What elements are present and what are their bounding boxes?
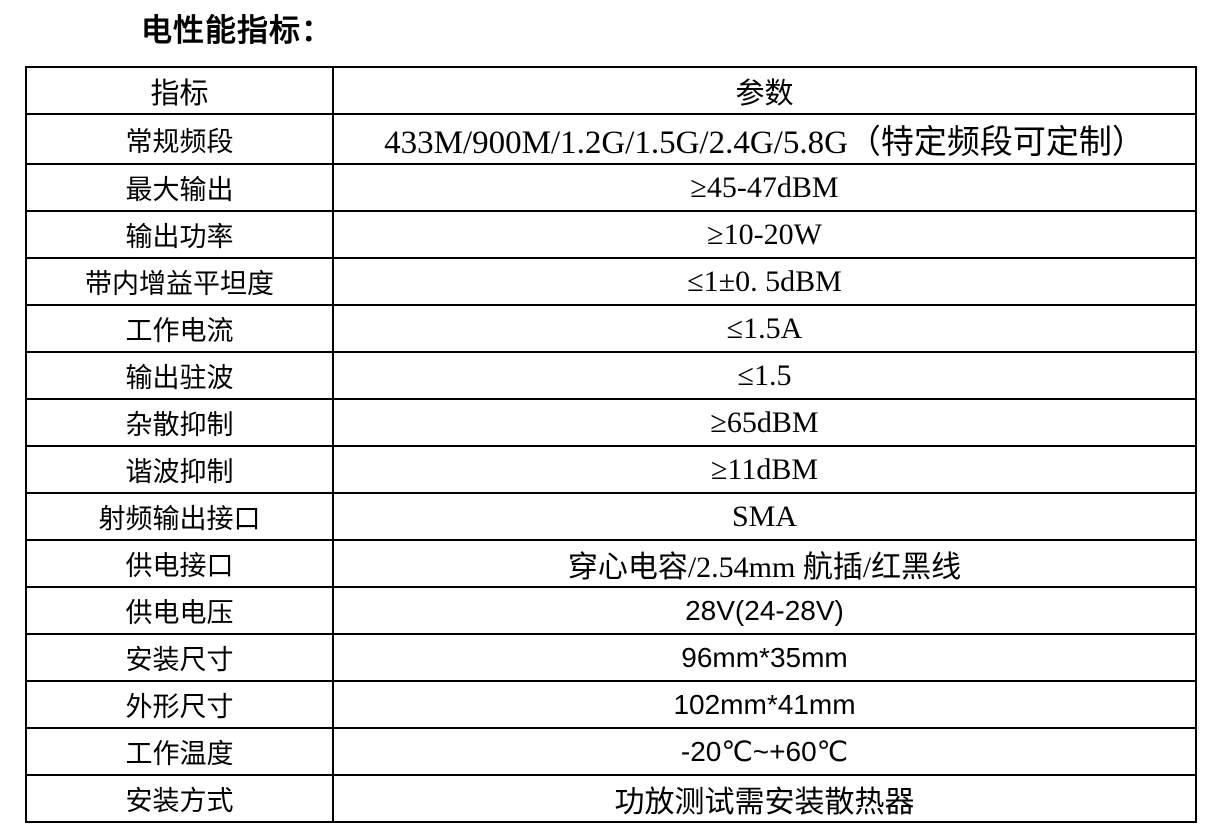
spec-value-working-current: ≤1.5A (332, 304, 1197, 353)
table-row: 射频输出接口 SMA (25, 492, 1197, 541)
table-row: 带内增益平坦度 ≤1±0. 5dBM (25, 257, 1197, 306)
spec-value-gain-flatness: ≤1±0. 5dBM (332, 257, 1197, 306)
table-row: 最大输出 ≥45-47dBM (25, 163, 1197, 212)
table-row: 安装方式 功放测试需安装散热器 (25, 774, 1197, 823)
spec-label-freq-band: 常规频段 (25, 113, 334, 165)
table-row: 常规频段 433M/900M/1.2G/1.5G/2.4G/5.8G（特定频段可… (25, 113, 1197, 165)
spec-value-mounting-size: 96mm*35mm (332, 633, 1197, 682)
spec-value-harmonic-suppression: ≥11dBM (332, 445, 1197, 494)
spec-label-output-vswr: 输出驻波 (25, 351, 334, 400)
spec-label-harmonic-suppression: 谐波抑制 (25, 445, 334, 494)
table-row: 输出功率 ≥10-20W (25, 210, 1197, 259)
spec-value-working-temperature: -20℃~+60℃ (332, 727, 1197, 776)
spec-label-outline-size: 外形尺寸 (25, 680, 334, 729)
spec-value-rf-output-port: SMA (332, 492, 1197, 541)
spec-value-installation-method: 功放测试需安装散热器 (332, 774, 1197, 823)
spec-label-installation-method: 安装方式 (25, 774, 334, 823)
spec-value-output-vswr: ≤1.5 (332, 351, 1197, 400)
table-row: 杂散抑制 ≥65dBM (25, 398, 1197, 447)
table-row: 安装尺寸 96mm*35mm (25, 633, 1197, 682)
table-row: 供电接口 穿心电容/2.54mm 航插/红黑线 (25, 539, 1197, 588)
spec-label-rf-output-port: 射频输出接口 (25, 492, 334, 541)
spec-table: 指标 参数 常规频段 433M/900M/1.2G/1.5G/2.4G/5.8G… (25, 66, 1197, 823)
table-header-row: 指标 参数 (25, 66, 1197, 115)
table-row: 谐波抑制 ≥11dBM (25, 445, 1197, 494)
page-title: 电性能指标： (141, 13, 333, 48)
spec-value-power-port: 穿心电容/2.54mm 航插/红黑线 (332, 539, 1197, 588)
table-row: 供电电压 28V(24-28V) (25, 586, 1197, 635)
table-row: 工作电流 ≤1.5A (25, 304, 1197, 353)
header-parameter: 参数 (332, 66, 1197, 115)
spec-label-supply-voltage: 供电电压 (25, 586, 334, 635)
spec-label-output-power: 输出功率 (25, 210, 334, 259)
spec-label-gain-flatness: 带内增益平坦度 (25, 257, 334, 306)
table-row: 外形尺寸 102mm*41mm (25, 680, 1197, 729)
header-indicator: 指标 (25, 66, 334, 115)
spec-value-freq-band: 433M/900M/1.2G/1.5G/2.4G/5.8G（特定频段可定制） (332, 113, 1197, 165)
spec-label-mounting-size: 安装尺寸 (25, 633, 334, 682)
spec-label-power-port: 供电接口 (25, 539, 334, 588)
spec-value-output-power: ≥10-20W (332, 210, 1197, 259)
spec-value-spurious-suppression: ≥65dBM (332, 398, 1197, 447)
spec-value-outline-size: 102mm*41mm (332, 680, 1197, 729)
spec-label-working-current: 工作电流 (25, 304, 334, 353)
spec-label-max-output: 最大输出 (25, 163, 334, 212)
spec-value-supply-voltage: 28V(24-28V) (332, 586, 1197, 635)
table-row: 工作温度 -20℃~+60℃ (25, 727, 1197, 776)
spec-label-spurious-suppression: 杂散抑制 (25, 398, 334, 447)
spec-value-max-output: ≥45-47dBM (332, 163, 1197, 212)
table-row: 输出驻波 ≤1.5 (25, 351, 1197, 400)
spec-label-working-temperature: 工作温度 (25, 727, 334, 776)
